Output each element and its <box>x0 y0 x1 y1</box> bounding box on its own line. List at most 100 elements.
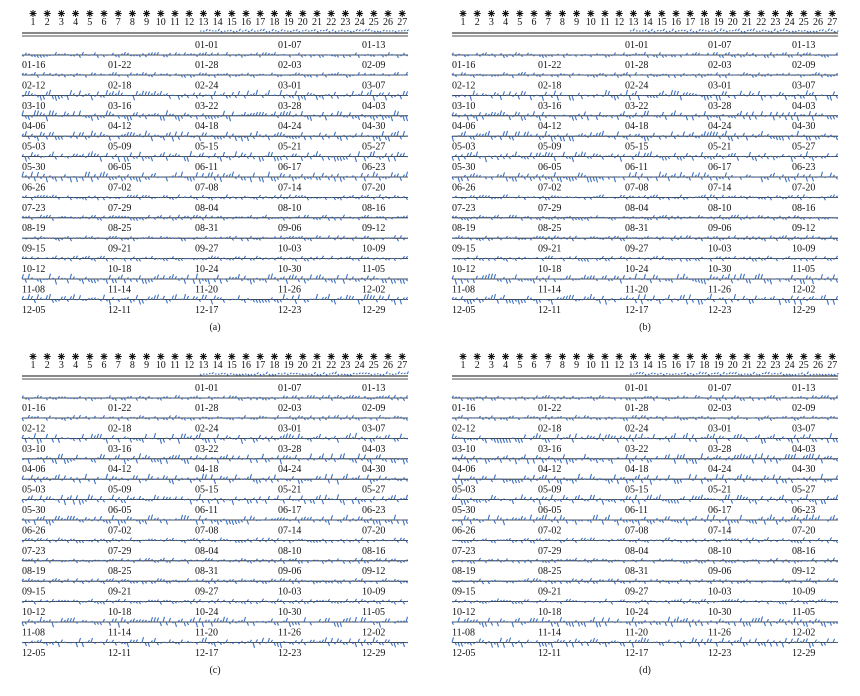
date-label: 08-19 <box>22 223 45 234</box>
signal-trace <box>21 637 408 648</box>
date-label: 02-12 <box>22 423 45 434</box>
signal-trace <box>451 171 838 183</box>
date-label: 11-26 <box>708 284 731 295</box>
date-label: 08-25 <box>108 566 131 577</box>
column-number: 21 <box>312 17 322 28</box>
date-label: 07-08 <box>625 525 648 536</box>
star-marker <box>143 353 151 360</box>
date-label: 07-29 <box>538 546 561 557</box>
date-label: 03-22 <box>625 101 648 112</box>
column-number: 13 <box>198 360 208 371</box>
column-number: 9 <box>574 17 579 28</box>
star-marker <box>285 353 293 360</box>
date-label: 10-30 <box>278 264 301 275</box>
date-label: 08-16 <box>792 203 815 214</box>
date-label: 05-03 <box>452 142 475 153</box>
column-number: 1 <box>31 360 36 371</box>
date-label: 08-25 <box>108 223 131 234</box>
column-number: 16 <box>671 360 681 371</box>
date-label: 11-20 <box>625 627 648 638</box>
column-number: 24 <box>785 17 795 28</box>
star-marker <box>771 10 779 17</box>
date-label: 04-03 <box>362 101 385 112</box>
column-number: 14 <box>213 360 223 371</box>
panel-caption: (d) <box>639 665 651 676</box>
star-marker <box>72 353 80 360</box>
star-marker <box>814 10 822 17</box>
star-marker <box>299 353 307 360</box>
star-marker <box>384 353 392 360</box>
date-label: 03-28 <box>278 101 301 112</box>
date-label: 10-12 <box>452 607 475 618</box>
star-marker <box>601 10 609 17</box>
star-marker <box>487 10 495 17</box>
date-label: 05-15 <box>195 485 218 496</box>
column-number: 12 <box>184 360 194 371</box>
date-label: 03-01 <box>278 80 301 91</box>
panel: 1 2 3 4 5 6 7 8 9 10 11 12 13 14 15 16 17 18 19 20 21 22 23 24 2… <box>451 10 839 333</box>
date-label: 01-28 <box>625 60 648 71</box>
star-marker <box>327 10 335 17</box>
date-label: 07-29 <box>108 203 131 214</box>
date-label: 02-03 <box>278 403 301 414</box>
star-marker <box>313 10 321 17</box>
date-label: 01-16 <box>452 60 475 71</box>
date-label: 05-03 <box>452 485 475 496</box>
signal-trace <box>21 51 408 59</box>
signal-trace <box>21 557 408 565</box>
signal-trace <box>21 473 408 485</box>
column-number: 1 <box>31 17 36 28</box>
signal-trace <box>629 371 839 377</box>
star-marker <box>743 10 751 17</box>
date-label: 06-17 <box>278 505 301 516</box>
date-label: 04-03 <box>792 101 815 112</box>
star-marker <box>729 353 737 360</box>
column-number: 16 <box>241 17 251 28</box>
column-number: 27 <box>827 17 837 28</box>
column-number: 17 <box>255 360 265 371</box>
date-label: 06-23 <box>362 162 385 173</box>
signal-trace <box>451 151 838 163</box>
date-label: 12-23 <box>278 648 301 659</box>
date-label: 11-08 <box>22 627 45 638</box>
date-label: 07-20 <box>362 525 385 536</box>
column-number: 12 <box>614 17 624 28</box>
signal-trace <box>451 473 839 485</box>
column-number: 4 <box>503 360 508 371</box>
date-label: 07-20 <box>792 182 815 193</box>
panel: 1 2 3 4 5 6 7 8 9 10 11 12 13 14 15 16 17 18 19 20 21 22 23 24 2… <box>21 353 409 676</box>
star-marker <box>644 353 652 360</box>
date-label: 12-11 <box>108 305 131 316</box>
star-marker <box>199 10 207 17</box>
signal-trace <box>629 28 839 34</box>
date-label: 04-06 <box>452 121 475 132</box>
signal-trace <box>451 557 838 564</box>
star-marker <box>370 10 378 17</box>
date-label: 10-09 <box>792 587 815 598</box>
star-marker <box>270 353 278 360</box>
date-label: 05-09 <box>108 485 131 496</box>
date-label: 03-10 <box>22 444 45 455</box>
date-label: 08-10 <box>708 546 731 557</box>
column-number: 19 <box>284 17 294 28</box>
date-label: 04-12 <box>108 464 131 475</box>
date-label: 03-28 <box>278 444 301 455</box>
star-marker <box>558 10 566 17</box>
signal-trace <box>451 110 838 122</box>
date-label: 08-04 <box>625 203 648 214</box>
star-marker <box>544 353 552 360</box>
signal-trace <box>451 71 838 79</box>
star-marker <box>615 353 623 360</box>
date-label: 03-10 <box>452 444 475 455</box>
date-label: 05-09 <box>538 485 561 496</box>
date-label: 08-31 <box>625 566 648 577</box>
signal-trace <box>21 432 408 445</box>
panel: 1 2 3 4 5 6 7 8 9 10 11 12 13 14 15 16 17 18 19 20 21 22 23 24 2… <box>21 10 409 333</box>
star-marker <box>185 10 193 17</box>
column-number: 17 <box>255 17 265 28</box>
date-label: 12-05 <box>452 648 475 659</box>
date-label: 11-08 <box>452 627 475 638</box>
column-number: 19 <box>714 360 724 371</box>
date-label: 05-09 <box>108 142 131 153</box>
date-label: 06-23 <box>362 505 385 516</box>
